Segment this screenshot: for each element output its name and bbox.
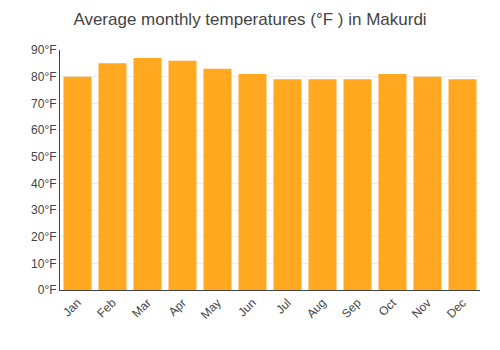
svg-text:50°F: 50°F: [31, 150, 56, 164]
svg-text:Nov: Nov: [409, 296, 434, 321]
svg-text:70°F: 70°F: [31, 97, 56, 111]
svg-text:20°F: 20°F: [31, 230, 56, 244]
svg-text:60°F: 60°F: [31, 123, 56, 137]
svg-text:Oct: Oct: [376, 295, 400, 319]
svg-text:Aug: Aug: [304, 296, 329, 321]
svg-text:Jun: Jun: [235, 296, 259, 320]
svg-text:Jul: Jul: [273, 296, 294, 317]
svg-text:10°F: 10°F: [31, 257, 56, 271]
svg-text:0°F: 0°F: [38, 283, 57, 297]
svg-text:80°F: 80°F: [31, 70, 56, 84]
svg-text:Apr: Apr: [166, 296, 189, 319]
svg-text:90°F: 90°F: [31, 43, 56, 57]
svg-text:Dec: Dec: [444, 296, 469, 321]
svg-text:May: May: [198, 296, 224, 322]
svg-text:30°F: 30°F: [31, 203, 56, 217]
svg-text:Average monthly temperatures (: Average monthly temperatures (°F ) in Ma…: [73, 10, 426, 29]
svg-text:Feb: Feb: [94, 296, 119, 321]
svg-text:Mar: Mar: [129, 296, 154, 321]
svg-text:40°F: 40°F: [31, 177, 56, 191]
svg-text:Jan: Jan: [60, 296, 84, 320]
svg-text:Sep: Sep: [339, 296, 364, 321]
